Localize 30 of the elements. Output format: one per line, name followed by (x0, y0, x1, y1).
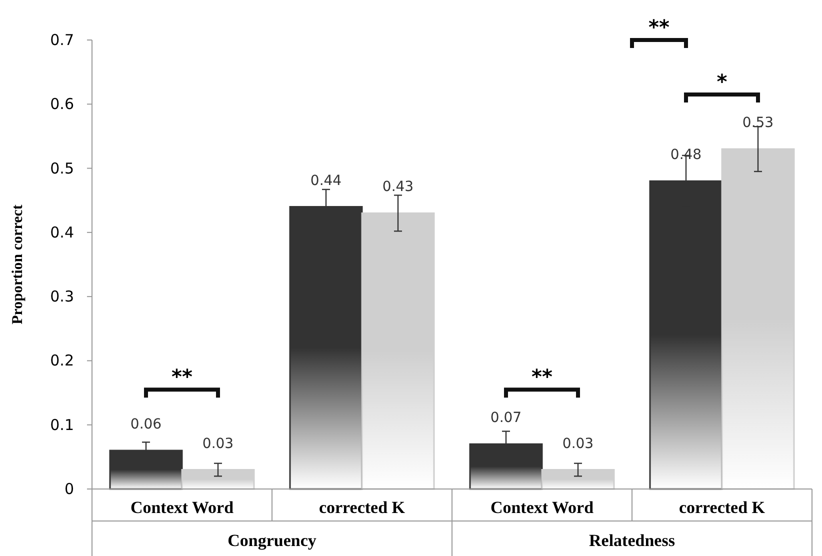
data-label: 0.06 (130, 416, 162, 433)
y-tick-label: 0 (64, 480, 74, 498)
y-tick-label: 0.7 (50, 31, 74, 49)
y-tick-label: 0.1 (50, 416, 74, 434)
annotation: ** (532, 364, 553, 389)
x-tick-label: Context Word (130, 498, 234, 517)
data-label: 0.03 (562, 436, 594, 452)
y-tick-label: 0.4 (50, 223, 74, 242)
bar (541, 469, 615, 490)
text: Relatedness (589, 531, 676, 550)
data-label: 0.44 (310, 172, 342, 189)
y-tick-label: 0.2 (50, 352, 74, 370)
y-tick-label: 0.3 (50, 288, 74, 306)
annotation: ** (172, 364, 193, 389)
y-axis-title: Proportion correct (10, 204, 26, 324)
data-label: 0.03 (202, 436, 234, 452)
x-tick-label: corrected K (318, 498, 406, 517)
data-label: 0.48 (670, 147, 702, 164)
annotation: * (716, 70, 728, 94)
data-label: 0.07 (490, 410, 522, 426)
text: Congruency (228, 531, 317, 550)
y-tick-label: 0.5 (50, 159, 74, 178)
text: ** (648, 15, 670, 39)
data-label: 0.43 (382, 179, 414, 196)
y-tick-label: 0.6 (50, 95, 74, 114)
bar (721, 148, 795, 490)
x-tick-label: Context Word (490, 498, 594, 517)
bar (181, 469, 255, 490)
bar (361, 212, 435, 490)
x-tick-label: corrected K (678, 498, 766, 517)
